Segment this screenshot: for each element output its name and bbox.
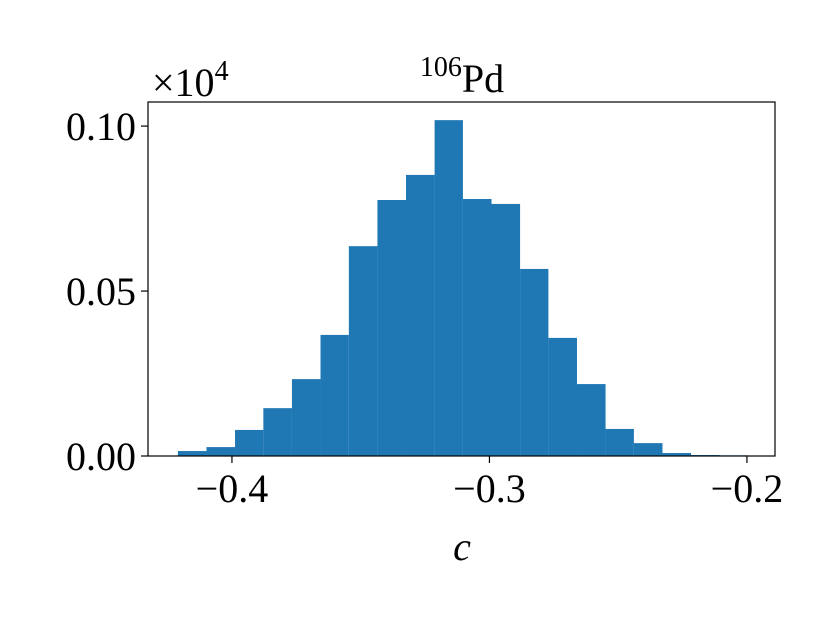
bar <box>177 451 207 456</box>
bar <box>291 379 321 456</box>
bar <box>206 447 236 456</box>
bar <box>462 198 492 456</box>
title-main: Pd <box>462 56 504 101</box>
bar <box>633 443 663 456</box>
bar <box>434 120 463 456</box>
y-tick-label: 0.10 <box>66 104 136 149</box>
x-tick-label: −0.2 <box>711 466 784 511</box>
bar <box>348 246 378 456</box>
bar <box>491 203 521 456</box>
title-superscript: 106 <box>420 52 462 83</box>
bar <box>662 453 692 456</box>
bar <box>605 428 634 456</box>
offset-exponent: 4 <box>215 56 229 87</box>
chart-title: 106Pd <box>420 52 504 101</box>
bar <box>377 199 407 456</box>
y-tick-label: 0.00 <box>66 434 136 479</box>
bar <box>548 337 577 456</box>
bar <box>263 408 292 456</box>
bar <box>520 268 549 456</box>
offset-text: ×104 <box>152 56 229 105</box>
bar <box>576 384 606 456</box>
x-tick-label: −0.3 <box>453 466 526 511</box>
bar <box>235 429 264 456</box>
bar <box>320 334 349 456</box>
y-tick-label: 0.05 <box>66 269 136 314</box>
bar <box>406 174 435 456</box>
offset-base: ×10 <box>152 60 215 105</box>
x-axis-label: c <box>453 524 471 569</box>
x-tick-label: −0.4 <box>196 466 269 511</box>
plot-frame <box>147 101 776 457</box>
